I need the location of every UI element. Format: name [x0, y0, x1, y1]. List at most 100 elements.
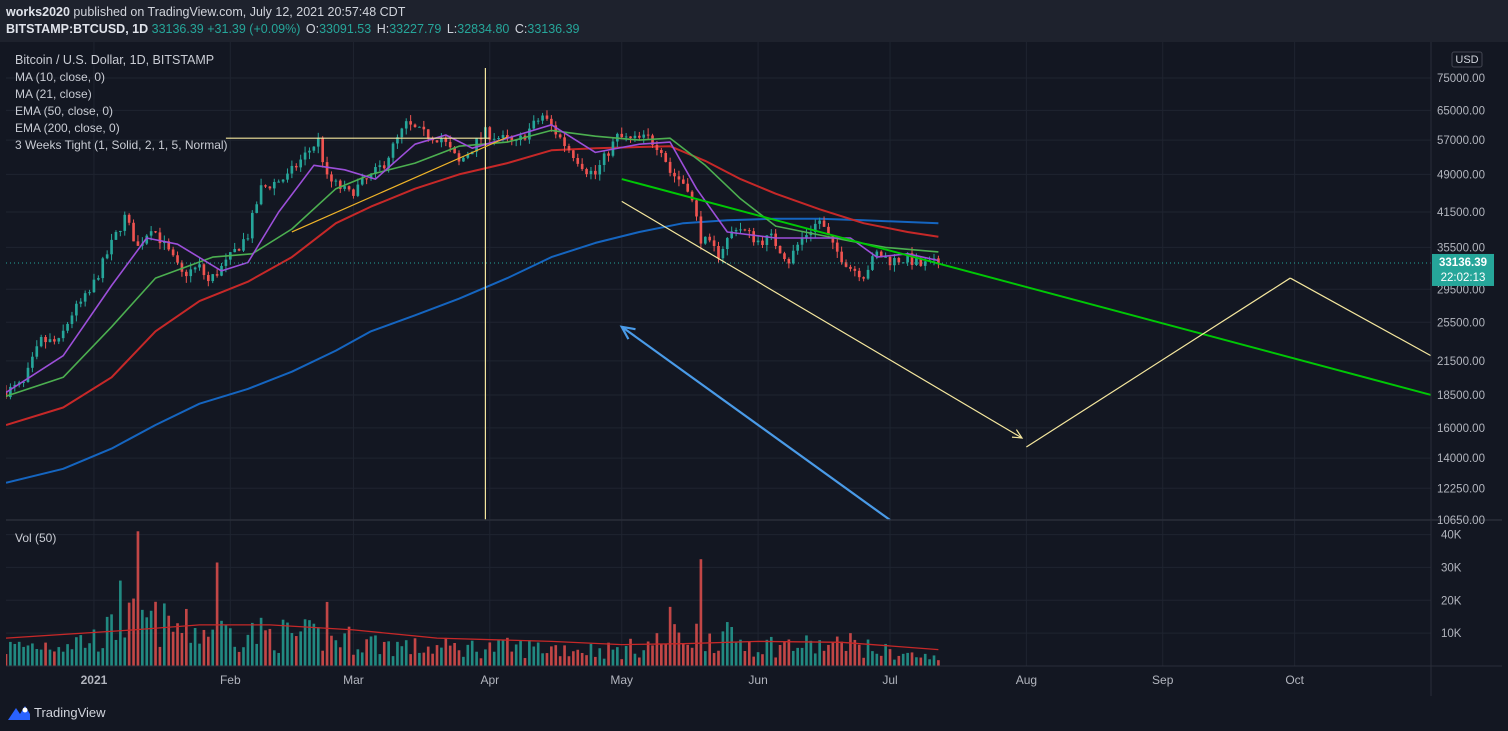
candle-141: [624, 132, 628, 142]
candle-43: [193, 266, 197, 273]
volume-bar-36: [163, 603, 166, 666]
volume-bar-168: [743, 651, 747, 666]
legend-ma10[interactable]: MA (10, close, 0): [15, 70, 106, 84]
volume-bar-166: [734, 642, 738, 666]
volume-bar-131: [580, 652, 584, 666]
candle-body-60: [268, 186, 272, 189]
publisher-name[interactable]: works2020: [6, 5, 70, 19]
candle-body-32: [145, 235, 149, 244]
candle-171: [756, 235, 760, 246]
legend-ema200[interactable]: EMA (200, close, 0): [15, 121, 120, 135]
candle-body-170: [752, 231, 756, 243]
volume-bar-87: [387, 641, 390, 666]
candle-59: [264, 184, 267, 188]
candle-123: [545, 110, 549, 121]
volume-bar-146: [646, 641, 650, 666]
candle-37: [167, 238, 171, 252]
volume-bar-137: [607, 642, 610, 666]
candle-body-39: [176, 255, 179, 263]
volume-bar-120: [532, 646, 536, 666]
candle-body-203: [897, 257, 901, 263]
candle-85: [378, 160, 382, 172]
candle-164: [725, 236, 729, 256]
volume-bar-193: [853, 639, 857, 666]
candle-72: [321, 136, 324, 168]
volume-bar-53: [237, 651, 241, 666]
candle-78: [347, 185, 351, 192]
volume-axis[interactable]: 10K 20K 30K 40K: [1441, 530, 1462, 641]
drawing-arrow-7: [621, 325, 891, 521]
candle-1: [9, 383, 12, 400]
volume-bar-160: [708, 633, 712, 666]
volume-bar-37: [167, 615, 171, 666]
candle-body-124: [550, 118, 553, 126]
volume-bar-85: [378, 654, 382, 666]
candle-body-145: [642, 134, 646, 138]
volume-bar-16: [75, 637, 78, 666]
footer-bar: [0, 700, 1508, 731]
candle-body-110: [488, 127, 492, 140]
candle-body-67: [299, 159, 302, 168]
volume-bar-39: [176, 623, 179, 666]
legend-symbol[interactable]: Bitcoin / U.S. Dollar, 1D, BITSTAMP: [15, 53, 215, 67]
candle-159: [703, 236, 707, 245]
candle-body-50: [224, 259, 228, 266]
candle-184: [813, 219, 817, 239]
candle-34: [154, 230, 157, 234]
legend-ema50[interactable]: EMA (50, close, 0): [15, 104, 114, 118]
candle-21: [97, 275, 100, 281]
volume-series: [6, 531, 940, 666]
trend-drawings[interactable]: [225, 68, 1432, 521]
candle-169: [747, 227, 751, 239]
candle-161: [712, 235, 716, 252]
volume-bar-65: [290, 633, 294, 666]
candle-body-22: [101, 258, 105, 279]
time-axis[interactable]: 2021 Feb Mar Apr May Jun Jul Aug Sep Oct: [81, 673, 1305, 687]
candle-body-21: [97, 278, 100, 280]
volume-bar-174: [769, 636, 773, 666]
last-price-badge: 33136.39 22:02:13: [1432, 253, 1494, 286]
candle-body-182: [805, 235, 808, 238]
candle-18: [83, 290, 87, 307]
price-chart[interactable]: 75000.00 65000.00 57000.00 49000.00 41500.00…: [6, 42, 1502, 696]
candle-body-69: [308, 150, 311, 153]
candle-99: [440, 133, 443, 148]
price-tick-5: 35500.00: [1437, 242, 1485, 254]
volume-bar-182: [805, 635, 808, 666]
candle-52: [233, 242, 237, 253]
volume-bar-77: [343, 633, 346, 666]
volume-bar-62: [277, 652, 281, 666]
time-tick-7: Aug: [1016, 673, 1037, 687]
volume-bar-118: [523, 658, 527, 666]
candle-38: [171, 246, 175, 257]
candle-28: [127, 213, 131, 226]
currency-badge[interactable]: USD: [1451, 51, 1483, 68]
legend-3-weeks-tight[interactable]: 3 Weeks Tight (1, Solid, 2, 1, 5, Normal…: [15, 138, 228, 152]
candle-body-181: [800, 237, 804, 245]
candle-23: [105, 250, 109, 260]
candle-body-74: [330, 174, 333, 182]
volume-bar-46: [206, 636, 210, 666]
tradingview-brand[interactable]: TradingView: [34, 705, 106, 720]
volume-bar-71: [316, 627, 320, 666]
candle-body-38: [171, 249, 175, 256]
candle-131: [580, 158, 584, 171]
candle-body-128: [567, 146, 571, 151]
candle-body-126: [558, 134, 562, 138]
volume-bar-123: [545, 653, 549, 666]
volume-bar-33: [149, 610, 153, 666]
candle-body-149: [660, 150, 663, 153]
volume-bar-45: [202, 629, 206, 666]
candle-192: [849, 264, 852, 272]
candle-body-4: [22, 381, 25, 383]
candle-body-103: [457, 153, 461, 162]
last-price-badge-value: 33136.39: [1439, 257, 1487, 269]
candle-190: [840, 246, 843, 265]
volume-legend[interactable]: Vol (50): [15, 531, 57, 545]
tradingview-logo-icon[interactable]: [8, 704, 30, 720]
candle-body-154: [681, 179, 685, 184]
legend-ma21[interactable]: MA (21, close): [15, 87, 92, 101]
price-axis[interactable]: 75000.00 65000.00 57000.00 49000.00 41500.00…: [1437, 73, 1485, 527]
candle-body-144: [638, 135, 641, 138]
volume-bar-104: [462, 656, 465, 666]
